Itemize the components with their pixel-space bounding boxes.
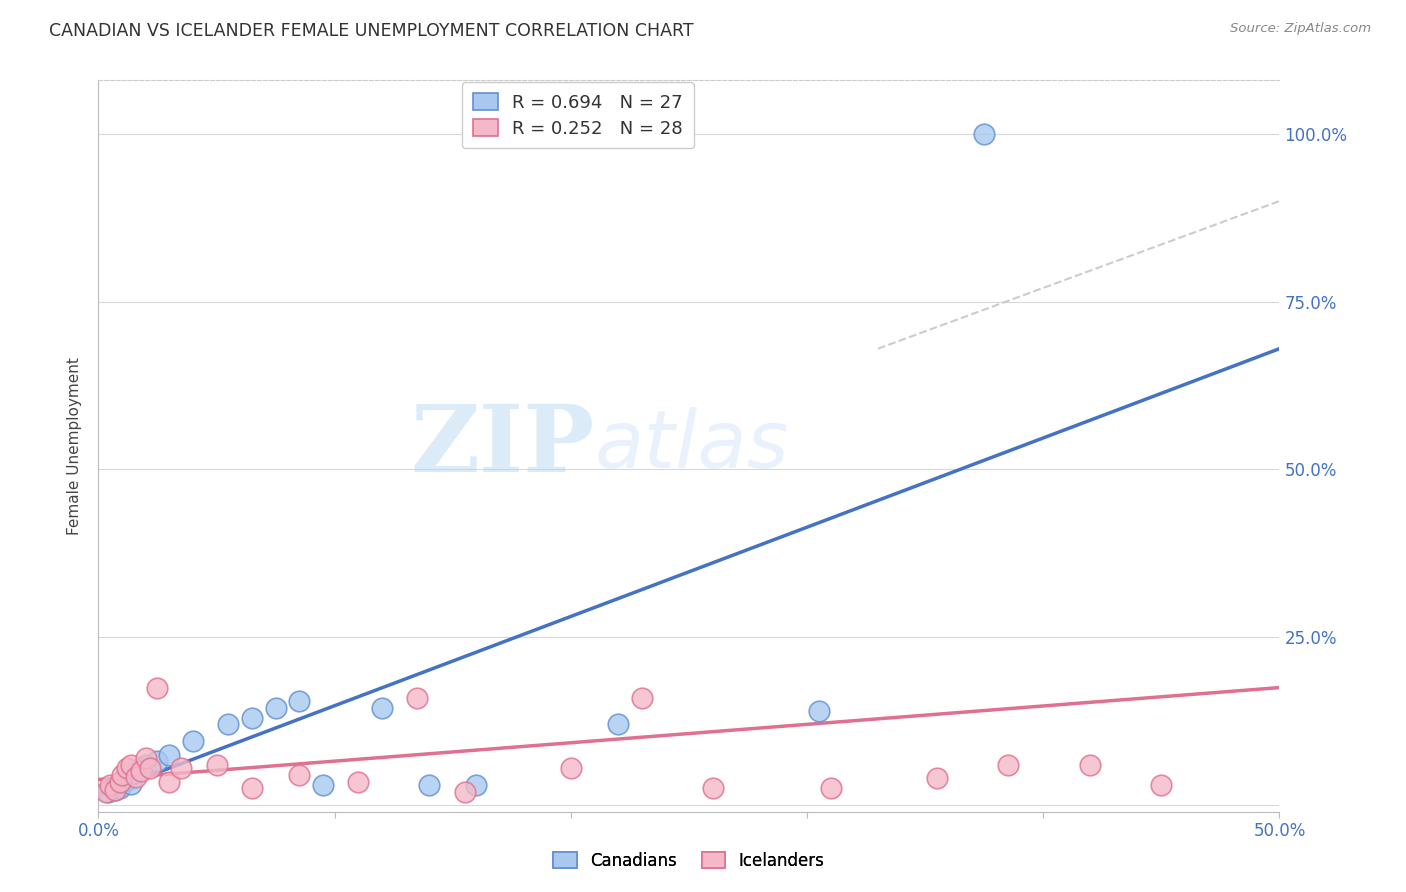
Point — [925, 771, 948, 785]
Point — [1150, 778, 1173, 792]
Point — [371, 700, 394, 714]
Point — [125, 770, 148, 784]
Point — [139, 761, 162, 775]
Point — [240, 781, 263, 796]
Point — [288, 694, 311, 708]
Point — [406, 690, 429, 705]
Point — [312, 778, 335, 792]
Point — [101, 781, 124, 796]
Point — [115, 761, 138, 775]
Point — [121, 776, 143, 790]
Point — [104, 783, 127, 797]
Point — [135, 751, 157, 765]
Point — [108, 774, 131, 789]
Point — [465, 778, 488, 792]
Text: CANADIAN VS ICELANDER FEMALE UNEMPLOYMENT CORRELATION CHART: CANADIAN VS ICELANDER FEMALE UNEMPLOYMEN… — [49, 22, 693, 40]
Point — [170, 761, 193, 775]
Text: ZIP: ZIP — [411, 401, 595, 491]
Point — [118, 770, 141, 784]
Point — [135, 757, 157, 772]
Point — [111, 774, 134, 789]
Point — [973, 127, 995, 141]
Point — [108, 781, 131, 796]
Point — [157, 774, 180, 789]
Point — [111, 768, 134, 782]
Point — [104, 783, 127, 797]
Point — [418, 778, 440, 792]
Point — [240, 711, 263, 725]
Point — [181, 734, 204, 748]
Point — [997, 757, 1019, 772]
Point — [807, 704, 830, 718]
Point — [607, 717, 630, 731]
Point — [264, 700, 287, 714]
Point — [288, 768, 311, 782]
Point — [112, 771, 135, 785]
Point — [157, 747, 180, 762]
Point — [217, 717, 239, 731]
Text: Source: ZipAtlas.com: Source: ZipAtlas.com — [1230, 22, 1371, 36]
Point — [105, 778, 128, 792]
Point — [347, 774, 370, 789]
Point — [146, 681, 169, 695]
Point — [115, 772, 138, 787]
Point — [630, 690, 652, 705]
Point — [205, 757, 228, 772]
Point — [560, 761, 582, 775]
Point — [146, 755, 169, 769]
Point — [129, 764, 152, 779]
Y-axis label: Female Unemployment: Female Unemployment — [67, 357, 83, 535]
Point — [1080, 757, 1102, 772]
Text: atlas: atlas — [595, 407, 789, 485]
Point — [129, 761, 152, 775]
Point — [702, 781, 724, 796]
Point — [98, 778, 121, 792]
Legend: Canadians, Icelanders: Canadians, Icelanders — [547, 846, 831, 877]
Point — [97, 784, 120, 798]
Point — [122, 765, 145, 780]
Point — [94, 784, 117, 798]
Point — [121, 757, 143, 772]
Point — [820, 781, 842, 796]
Point — [453, 784, 475, 798]
